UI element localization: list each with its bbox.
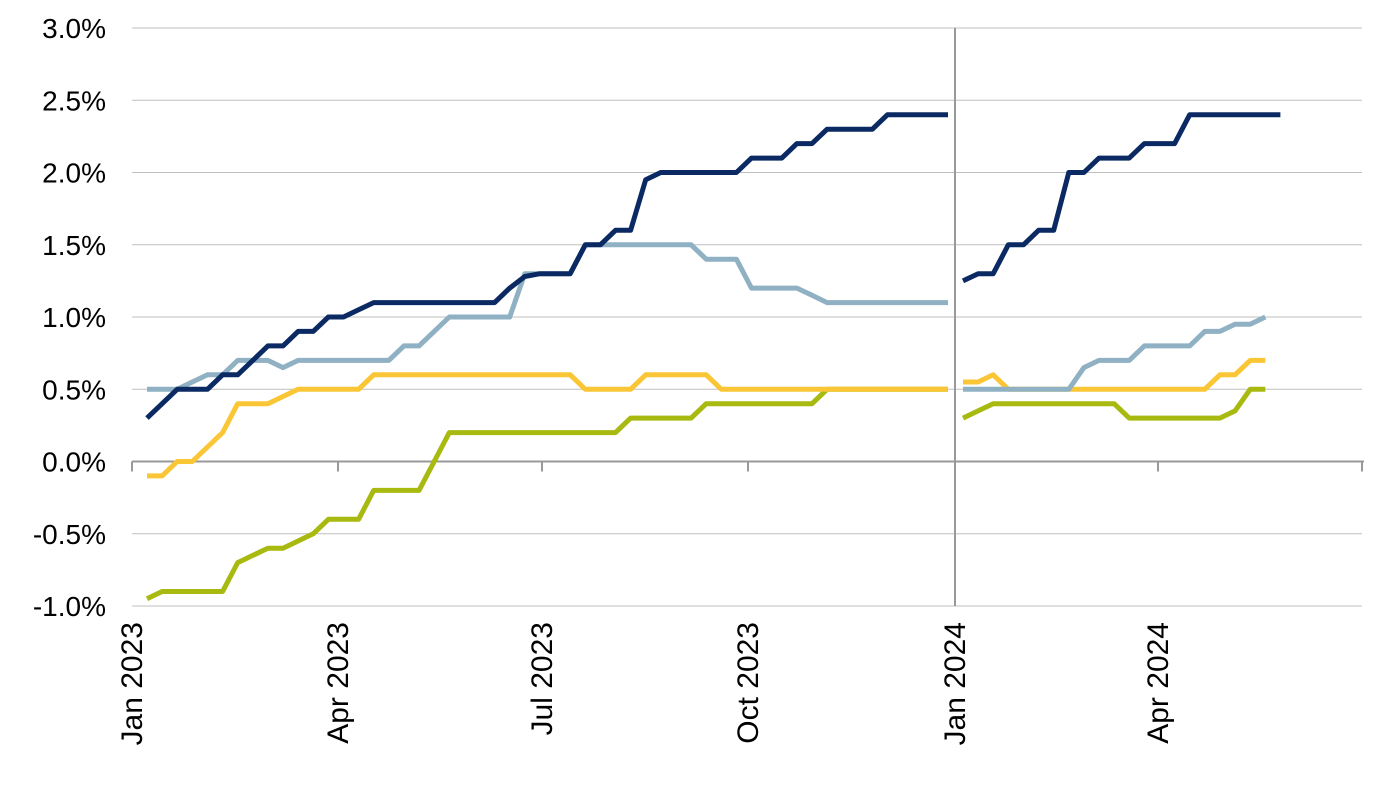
x-tick-label: Jan 2024 — [939, 622, 972, 745]
y-tick-label: 0.5% — [42, 374, 106, 405]
x-tick-label: Jan 2023 — [116, 622, 149, 745]
series-line-2-2024 — [963, 314, 1267, 392]
series-line-1-2024 — [961, 112, 1281, 284]
y-tick-label: 2.5% — [42, 85, 106, 116]
gridlines — [132, 27, 1362, 607]
series-line-3-2024 — [963, 357, 1266, 392]
axes — [131, 28, 1364, 606]
y-axis-tick-labels: 3.0% 2.5% 2.0% 1.5% 1.0% 0.5% 0.0% -0.5% -1.0% — [33, 13, 106, 622]
y-tick-label: -1.0% — [33, 591, 106, 622]
x-tick-label: Jul 2023 — [526, 622, 559, 735]
x-axis-tick-labels: Jan 2023 Apr 2023 Jul 2023 Oct 2023 Jan 2024… — [116, 622, 1175, 745]
x-tick-label: Apr 2024 — [1142, 622, 1175, 744]
series-line-1-2023 — [145, 112, 948, 420]
series-line-4-2024 — [961, 386, 1266, 421]
y-tick-label: 3.0% — [42, 13, 106, 44]
y-tick-label: 2.0% — [42, 158, 106, 189]
series-line-3-2023 — [147, 372, 948, 479]
x-tick-label: Oct 2023 — [732, 622, 765, 744]
x-tick-label: Apr 2023 — [322, 622, 355, 744]
series-lines — [145, 112, 1281, 602]
y-tick-label: 1.0% — [42, 302, 106, 333]
y-tick-label: 0.0% — [42, 447, 106, 478]
y-tick-label: -0.5% — [33, 519, 106, 550]
y-tick-label: 1.5% — [42, 230, 106, 261]
series-line-4-2023 — [145, 386, 948, 602]
